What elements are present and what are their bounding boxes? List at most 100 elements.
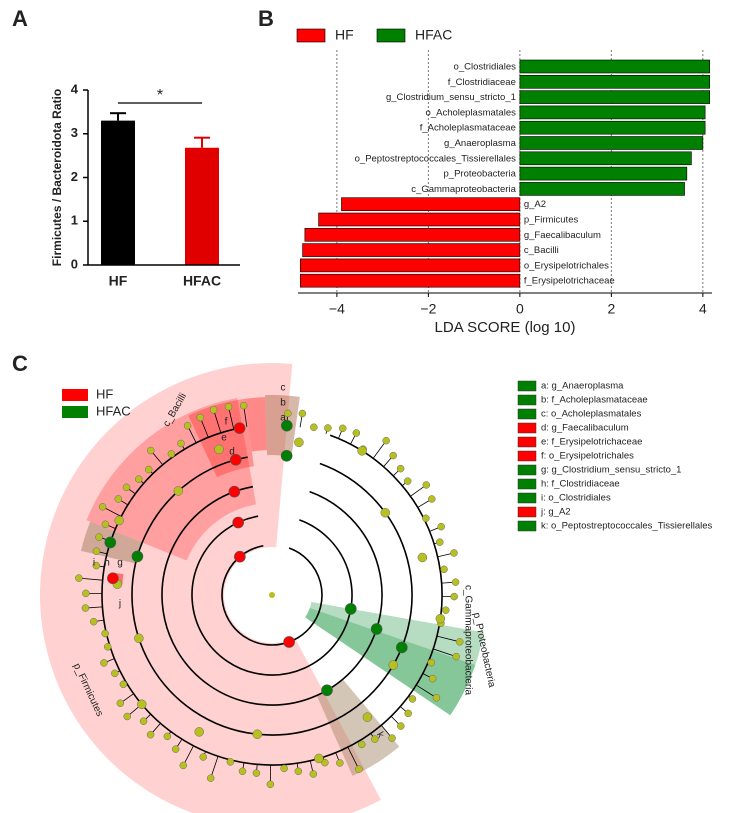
clade-node — [100, 659, 108, 667]
clade-node — [432, 693, 441, 702]
clade-node — [199, 753, 207, 761]
clade-label: h — [104, 558, 110, 569]
clade-label: f — [225, 417, 228, 428]
clade-node — [422, 481, 431, 489]
clade-node — [355, 765, 363, 773]
y-tick-label: 1 — [71, 213, 78, 228]
legend-label: HF — [96, 386, 113, 401]
clade-node — [122, 483, 131, 492]
clade-label: d — [229, 447, 235, 458]
bar-label: p_Proteobacteria — [444, 169, 517, 180]
bar — [519, 136, 704, 150]
clade-node — [362, 712, 373, 722]
bar-label: o_Clostridiales — [454, 62, 517, 73]
clade-node — [82, 589, 90, 598]
clade-node — [435, 613, 446, 624]
clade-ring — [221, 544, 323, 646]
bar-label: f_Erysipelotrichaceae — [524, 276, 615, 287]
clade-node — [98, 503, 107, 511]
biomarker-node — [232, 516, 244, 529]
legend-swatch — [296, 28, 326, 43]
biomarker-node — [283, 636, 295, 648]
bar — [519, 59, 711, 74]
clade-node — [403, 477, 412, 485]
key-label: k: o_Peptostreptococcales_Tissierellales — [541, 521, 713, 532]
x-axis-label: LDA SCORE (log 10) — [435, 319, 576, 336]
clade-node — [206, 774, 215, 782]
key-label: g: g_Clostridium_sensu_stricto_1 — [541, 465, 681, 476]
clade-node — [123, 712, 131, 721]
key-label: c: o_Acholeplasmatales — [541, 409, 642, 420]
biomarker-node — [233, 422, 246, 434]
y-tick-label: 4 — [71, 81, 79, 96]
clade-node — [427, 658, 436, 667]
panel-label: B — [258, 6, 274, 31]
clade-node — [114, 515, 124, 526]
clade-sector — [244, 397, 267, 452]
key-label: j: g_A2 — [540, 507, 571, 518]
clade-node — [314, 753, 324, 764]
bar — [299, 273, 521, 288]
x-tick-label: 0 — [516, 301, 524, 317]
biomarker-node — [234, 550, 246, 563]
clade-node — [450, 549, 458, 557]
x-tick-label: 2 — [607, 301, 615, 317]
clade-label: b — [280, 398, 286, 409]
bar-label: o_Peptostreptococcales_Tissierellales — [355, 153, 516, 164]
clade-node — [298, 409, 307, 418]
bar — [519, 120, 706, 135]
legend-label: HF — [335, 27, 354, 43]
clade-node — [324, 424, 332, 432]
clade-node — [358, 740, 366, 749]
clade-node — [389, 451, 397, 460]
clade-node — [252, 729, 263, 739]
bar-label: o_Erysipelotrichales — [524, 260, 609, 271]
clade-node — [139, 717, 148, 725]
clade-node — [284, 409, 292, 418]
clade-node — [294, 767, 303, 776]
clade-node — [357, 446, 367, 456]
clade-node — [101, 629, 109, 638]
clade-node — [310, 423, 318, 431]
clade-node — [214, 444, 224, 455]
clade-node — [451, 578, 460, 586]
clade-node — [435, 538, 444, 546]
biomarker-node — [131, 550, 144, 563]
clade-node — [404, 709, 412, 718]
clade-node — [450, 592, 458, 601]
clade-node — [440, 565, 448, 574]
clade-node — [388, 734, 396, 742]
clade-node — [428, 495, 436, 503]
clade-branch — [78, 577, 103, 581]
clade-node — [167, 450, 176, 458]
x-tick-label: −2 — [420, 301, 436, 317]
clade-node — [177, 439, 185, 448]
bar-label: f_Clostridiaceae — [448, 77, 516, 88]
clade-branch — [415, 684, 437, 699]
bar-label: g_Clostridium_sensu_stricto_1 — [386, 92, 516, 103]
biomarker-node — [280, 449, 293, 462]
clade-node — [224, 403, 233, 411]
clade-label: a — [280, 413, 286, 424]
bar — [101, 120, 135, 265]
legend-label: HFAC — [96, 403, 131, 418]
key-swatch — [517, 380, 537, 392]
bar — [519, 90, 711, 104]
clade-node — [455, 638, 464, 646]
clade-node — [146, 730, 155, 739]
bar — [318, 212, 521, 227]
y-tick-label: 0 — [71, 256, 78, 271]
clade-label: e — [221, 433, 227, 444]
panel-label: C — [12, 351, 28, 376]
bar-label: p_Firmicutes — [524, 215, 579, 226]
bar — [519, 75, 711, 89]
x-tick-label: HF — [109, 273, 128, 289]
clade-node — [209, 406, 218, 414]
key-swatch — [517, 520, 537, 532]
clade-node — [336, 759, 344, 767]
key-label: b: f_Acholeplasmataceae — [541, 395, 648, 406]
clade-node — [147, 446, 155, 455]
y-tick-label: 2 — [71, 169, 78, 184]
bar — [341, 197, 521, 211]
